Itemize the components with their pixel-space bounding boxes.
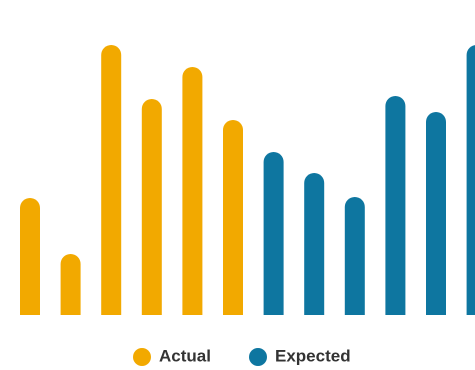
bar <box>466 45 475 315</box>
bar <box>426 112 446 315</box>
bar <box>101 45 122 315</box>
legend-marker <box>249 348 267 366</box>
bar <box>263 152 284 315</box>
bar <box>223 120 243 315</box>
legend-marker <box>133 348 151 366</box>
legend-label: Actual <box>159 346 211 365</box>
bar <box>385 96 406 315</box>
bar <box>304 173 325 315</box>
bar <box>141 99 162 316</box>
legend-label: Expected <box>275 346 351 365</box>
bar <box>20 198 40 315</box>
bar <box>182 67 203 315</box>
bar <box>344 197 365 315</box>
bar <box>60 254 81 315</box>
